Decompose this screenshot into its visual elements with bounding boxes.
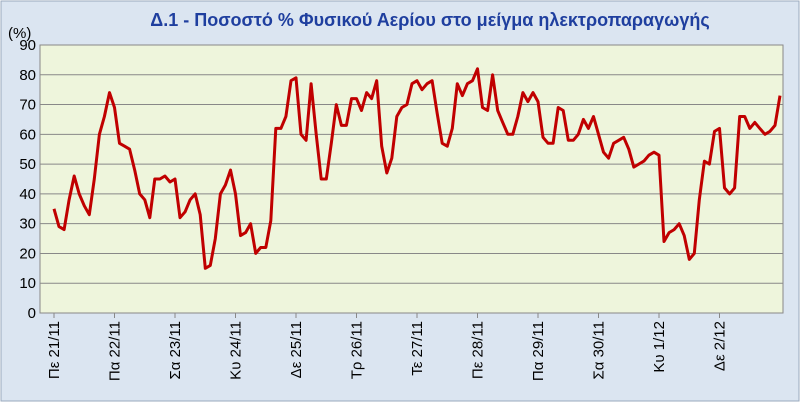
- x-tick-label: Δε 25/11: [288, 321, 305, 378]
- y-tick-label: 80: [19, 67, 36, 84]
- x-tick-label: Τρ 26/11: [349, 321, 366, 379]
- chart-title: Δ.1 - Ποσοστό % Φυσικού Αερίου στο μείγμ…: [150, 10, 709, 30]
- x-tick-label: Πα 22/11: [107, 321, 124, 381]
- y-tick-label: 0: [28, 305, 36, 322]
- x-tick-label: Σα 23/11: [167, 321, 184, 380]
- y-tick-label: 90: [19, 37, 36, 54]
- x-tick-label: Κυ 1/12: [651, 321, 668, 373]
- y-axis-label: (%): [8, 25, 31, 42]
- y-tick-label: 20: [19, 245, 36, 262]
- line-series: [52, 67, 782, 270]
- y-tick-label: 60: [19, 126, 36, 143]
- x-tick-label: Πε 21/11: [46, 321, 63, 379]
- y-tick-label: 10: [19, 275, 36, 292]
- y-tick-label: 30: [19, 216, 36, 233]
- x-tick-label: Δε 2/12: [712, 321, 729, 371]
- x-tick-label: Κυ 24/11: [228, 321, 245, 380]
- x-tick-label: Σα 30/11: [591, 321, 608, 380]
- x-tick-label: Πε 28/11: [470, 321, 487, 379]
- y-tick-label: 50: [19, 156, 36, 173]
- y-tick-label: 40: [19, 186, 36, 203]
- x-tick-label: Πα 29/11: [530, 321, 547, 381]
- x-tick-label: Τε 27/11: [409, 321, 426, 376]
- y-tick-label: 70: [19, 97, 36, 114]
